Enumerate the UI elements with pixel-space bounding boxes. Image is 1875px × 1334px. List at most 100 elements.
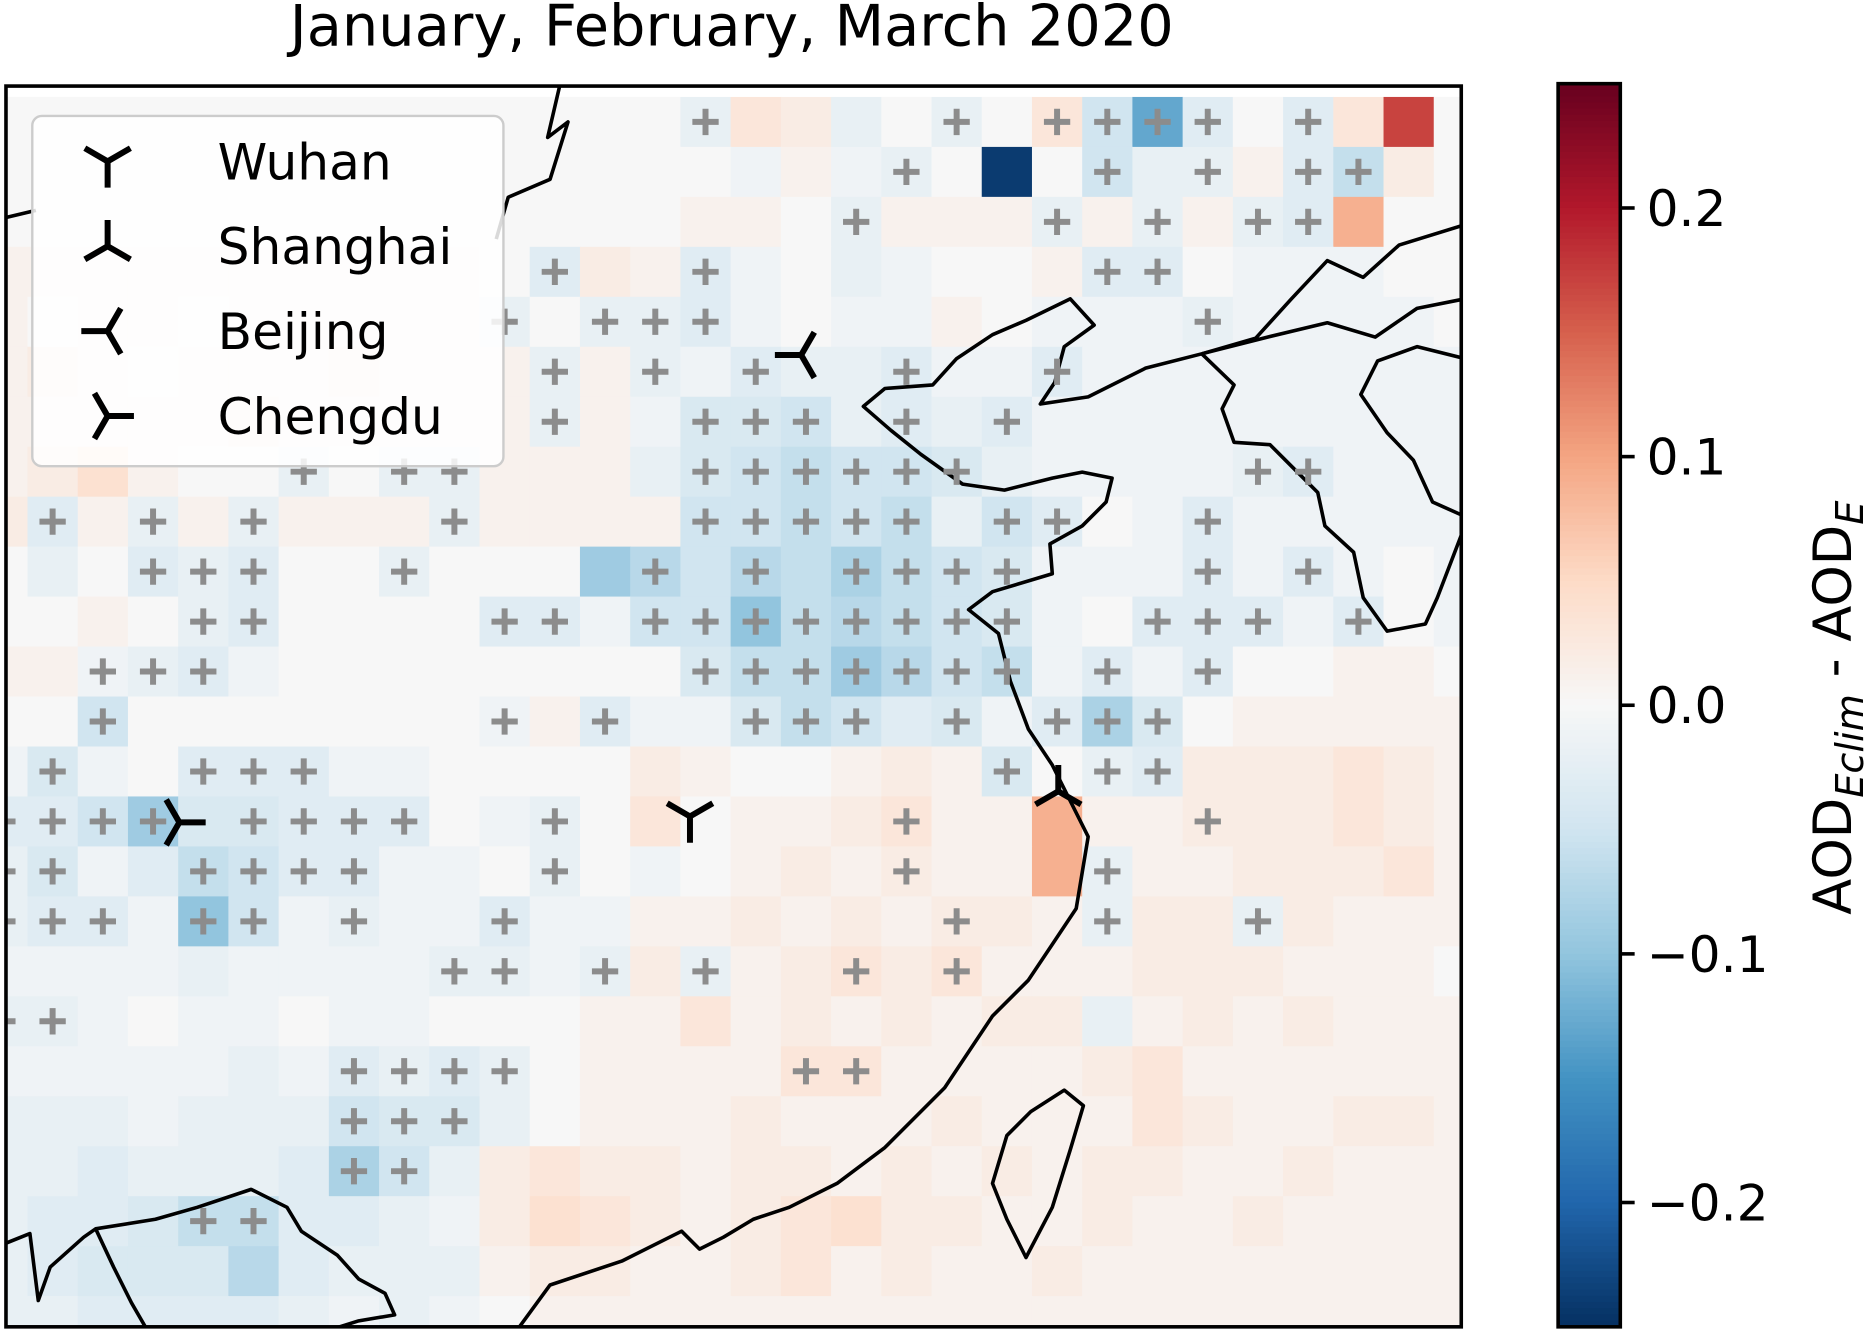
- cell: [479, 1146, 531, 1197]
- cell: [1283, 996, 1334, 1047]
- cell: [1283, 1296, 1334, 1327]
- colorbar-segment: [1558, 357, 1621, 365]
- colorbar-segment: [1558, 419, 1621, 427]
- cell: [881, 946, 933, 997]
- colorbar-segment: [1558, 307, 1621, 315]
- cell: [831, 796, 882, 848]
- colorbar-segment: [1558, 1177, 1621, 1185]
- significance-plus: [993, 558, 1021, 585]
- cell: [831, 396, 882, 448]
- cell: [981, 146, 1033, 198]
- cell: [429, 1246, 481, 1297]
- cell: [379, 646, 430, 698]
- significance-plus: [541, 258, 569, 285]
- cell: [1031, 846, 1083, 897]
- cell: [379, 746, 430, 798]
- colorbar-segment: [1558, 612, 1621, 619]
- cell: [1333, 796, 1385, 848]
- cell: [680, 1046, 732, 1097]
- cell: [1182, 446, 1234, 498]
- coastline: [494, 86, 570, 240]
- cell: [5, 1296, 29, 1327]
- colorbar-segment: [1558, 810, 1621, 818]
- colorbar: −0.2 −0.1 0.0 0.1 0.2: [1556, 81, 1769, 1329]
- cell: [529, 696, 581, 748]
- cell: [228, 696, 280, 748]
- cell: [1433, 1196, 1462, 1247]
- colorbar-segment: [1558, 1214, 1621, 1222]
- cell: [1283, 746, 1334, 798]
- cell: [1283, 846, 1334, 897]
- cell: [931, 396, 983, 448]
- colorbar-segment: [1558, 587, 1621, 595]
- colorbar-segment: [1558, 1301, 1621, 1309]
- cell: [529, 546, 581, 598]
- cell: [579, 196, 631, 248]
- cell: [831, 96, 882, 148]
- cell: [379, 896, 430, 947]
- cell: [1031, 146, 1083, 198]
- cell: [680, 846, 732, 897]
- cell: [1082, 946, 1134, 997]
- cell: [1232, 696, 1284, 748]
- city-marker: [163, 798, 206, 847]
- significance-plus: [1194, 108, 1221, 136]
- colorbar-segment: [1558, 941, 1621, 949]
- cell: [630, 146, 682, 198]
- cell: [1383, 846, 1435, 897]
- colorbar-segment: [1558, 475, 1621, 483]
- cell: [1182, 1196, 1234, 1247]
- cell: [1082, 196, 1134, 248]
- colorbar-segment: [1558, 997, 1621, 1005]
- cell: [429, 746, 481, 798]
- colorbar-segment: [1558, 717, 1621, 725]
- cell: [881, 1246, 933, 1297]
- colorbar-segment: [1558, 102, 1621, 110]
- cell: [1433, 796, 1462, 848]
- significance-plus: [993, 608, 1021, 635]
- significance-plus: [792, 658, 820, 685]
- cell: [27, 696, 79, 748]
- cell: [1232, 846, 1284, 897]
- colorbar-tick-label: −0.1: [1647, 925, 1769, 984]
- cell: [328, 696, 380, 748]
- colorbar-segment: [1558, 232, 1621, 240]
- cell: [278, 946, 330, 997]
- colorbar-segment: [1558, 1127, 1621, 1135]
- cell: [379, 596, 430, 648]
- city-marker: [665, 800, 715, 843]
- cell: [328, 546, 380, 598]
- significance-plus: [893, 458, 920, 485]
- colorbar-segment: [1558, 1183, 1621, 1191]
- cell: [1031, 1246, 1083, 1297]
- cell: [1082, 396, 1134, 448]
- colorbar-segment: [1558, 344, 1621, 352]
- cell: [1283, 596, 1334, 648]
- significance-plus: [742, 508, 769, 535]
- colorbar-segment: [1558, 885, 1621, 893]
- cell: [1383, 696, 1435, 748]
- colorbar-segment: [1558, 562, 1621, 570]
- cell: [680, 1296, 732, 1327]
- colorbar-segment: [1558, 425, 1621, 433]
- cell: [780, 796, 832, 848]
- cell: [27, 1096, 79, 1147]
- cell: [1082, 496, 1134, 548]
- cell: [127, 996, 179, 1047]
- cell: [1132, 996, 1184, 1047]
- colorbar-segment: [1558, 394, 1621, 402]
- cell: [881, 246, 933, 298]
- colorbar-segment: [1558, 978, 1621, 986]
- cell: [1433, 996, 1462, 1047]
- cell: [529, 946, 581, 997]
- cell: [1132, 1096, 1184, 1147]
- cell: [5, 446, 29, 498]
- significance-plus: [139, 808, 167, 835]
- significance-plus: [893, 408, 920, 435]
- cell: [1333, 896, 1385, 947]
- label-subscript: Eclim: [1828, 694, 1873, 798]
- cell: [1383, 1046, 1435, 1097]
- cell: [630, 846, 682, 897]
- cell: [278, 1296, 330, 1327]
- cell: [780, 296, 832, 348]
